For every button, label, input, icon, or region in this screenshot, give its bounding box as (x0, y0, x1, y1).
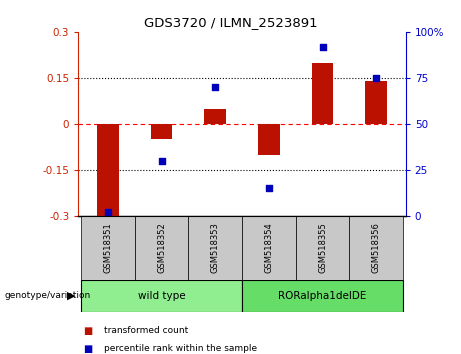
Bar (81, 216, 135, 280)
Bar (151, 124, 172, 139)
Bar (366, 81, 387, 124)
Text: RORalpha1delDE: RORalpha1delDE (278, 291, 366, 301)
Text: transformed count: transformed count (104, 326, 188, 336)
Text: GSM518355: GSM518355 (318, 222, 327, 273)
Text: GSM518356: GSM518356 (372, 222, 381, 273)
Text: percentile rank within the sample: percentile rank within the sample (104, 344, 257, 353)
Bar (242, 216, 296, 280)
Point (212, 84, 219, 90)
Point (319, 44, 326, 50)
Bar (312, 63, 333, 124)
Text: GSM518352: GSM518352 (157, 222, 166, 273)
Bar (205, 109, 226, 124)
Bar (81, 280, 242, 312)
Bar (135, 216, 189, 280)
Text: ■: ■ (83, 326, 92, 336)
Text: ▶: ▶ (67, 291, 76, 301)
Text: wild type: wild type (138, 291, 185, 301)
Text: GSM518354: GSM518354 (264, 222, 273, 273)
Point (265, 185, 272, 191)
Bar (296, 216, 349, 280)
Text: GDS3720 / ILMN_2523891: GDS3720 / ILMN_2523891 (144, 16, 317, 29)
Text: GSM518351: GSM518351 (103, 222, 112, 273)
Point (372, 75, 380, 81)
Bar (189, 216, 242, 280)
Bar (258, 124, 279, 155)
Bar (349, 216, 403, 280)
Bar (242, 280, 403, 312)
Point (158, 158, 165, 164)
Bar (97, 124, 118, 216)
Point (104, 210, 112, 215)
Text: GSM518353: GSM518353 (211, 222, 220, 273)
Text: ■: ■ (83, 344, 92, 354)
Text: genotype/variation: genotype/variation (5, 291, 91, 300)
